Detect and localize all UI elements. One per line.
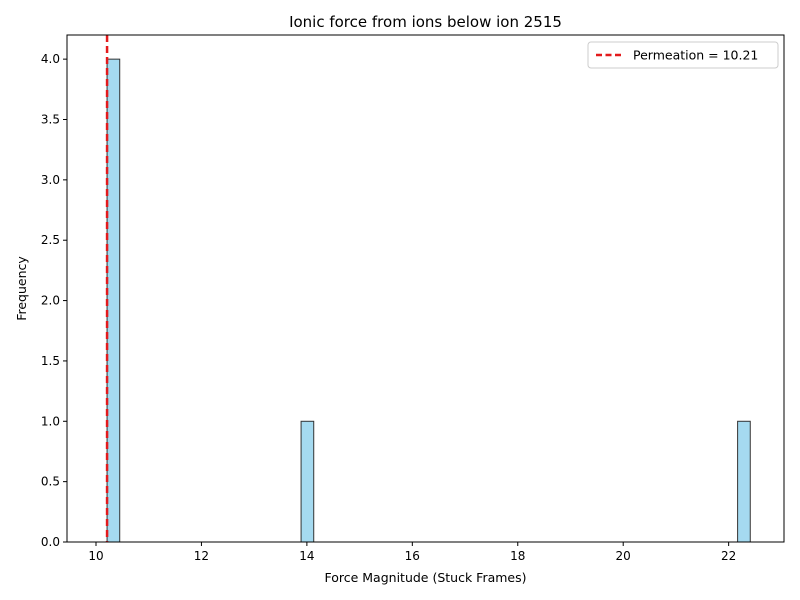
y-tick-label: 2.5 <box>41 233 60 247</box>
y-tick-label: 3.5 <box>41 113 60 127</box>
y-tick-label: 1.0 <box>41 414 60 428</box>
y-tick-label: 4.0 <box>41 52 60 66</box>
y-tick-label: 1.5 <box>41 354 60 368</box>
x-tick-label: 14 <box>299 549 314 563</box>
y-tick-label: 0.0 <box>41 535 60 549</box>
plot-frame <box>66 34 785 543</box>
y-tick-label: 2.0 <box>41 294 60 308</box>
x-tick-label: 20 <box>616 549 631 563</box>
y-tick-label: 0.5 <box>41 475 60 489</box>
legend-box <box>587 41 779 69</box>
x-tick-label: 18 <box>510 549 525 563</box>
histogram-bar-1 <box>106 58 121 543</box>
bars-group <box>106 58 751 543</box>
y-ticks: 0.0 0.5 1.0 1.5 2.0 2.5 3.0 3.5 4.0 <box>41 52 67 549</box>
y-tick-label: 3.0 <box>41 173 60 187</box>
x-tick-label: 10 <box>88 549 103 563</box>
histogram-bar-2 <box>300 420 315 543</box>
chart-title: Ionic force from ions below ion 2515 <box>289 13 562 31</box>
x-ticks: 10 12 14 16 18 20 22 <box>88 542 736 563</box>
axes-group <box>66 34 785 543</box>
legend-threshold-label: Permeation = 10.21 <box>633 48 758 63</box>
x-tick-label: 22 <box>721 549 736 563</box>
legend: Permeation = 10.21 <box>587 41 779 69</box>
y-axis-label: Frequency <box>14 256 29 321</box>
x-tick-label: 12 <box>194 549 209 563</box>
histogram-bar-3 <box>737 420 751 543</box>
x-tick-label: 16 <box>405 549 420 563</box>
x-axis-label: Force Magnitude (Stuck Frames) <box>324 570 526 585</box>
